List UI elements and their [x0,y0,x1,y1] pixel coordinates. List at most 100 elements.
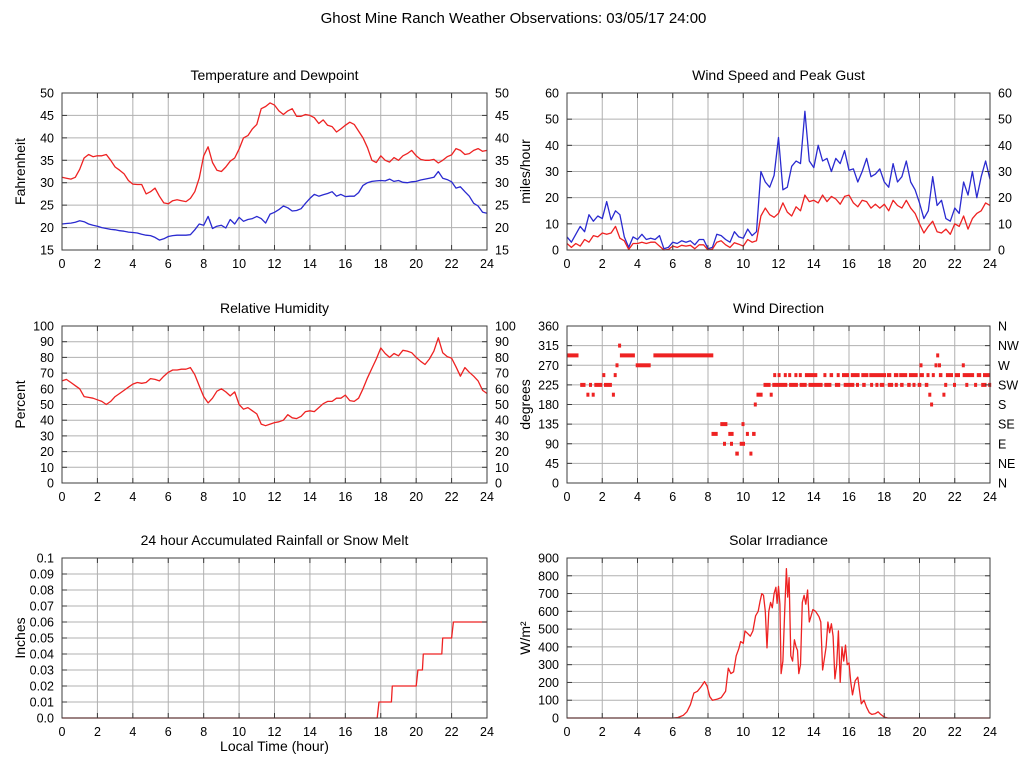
x-tick-label: 16 [338,490,352,504]
axes [566,92,991,251]
y-tick-label-right: 20 [495,445,509,459]
y-tick-label: 180 [538,398,559,412]
x-tick-label: 16 [842,490,856,504]
y-tick-label: 40 [40,414,54,428]
y-tick-label-right: 35 [495,154,509,168]
y-tick-label-right: 90 [495,335,509,349]
y-tick-label: 10 [545,217,559,231]
labels: 24 hour Accumulated Rainfall or Snow Mel… [12,532,494,754]
y-tick-label-right: 20 [998,191,1012,205]
compass-tick-label: NE [998,457,1015,471]
y-tick-label: 80 [40,351,54,365]
x-tick-label: 22 [948,725,962,739]
x-tick-label: 4 [129,257,136,271]
wind-direction-points [567,343,992,456]
y-tick-label: 225 [538,378,559,392]
x-tick-label: 6 [165,257,172,271]
x-tick-label: 4 [634,257,641,271]
x-tick-label: 20 [409,490,423,504]
x-tick-label: 12 [268,725,282,739]
x-tick-label: 18 [877,725,891,739]
y-tick-label: 900 [538,552,559,566]
y-tick-label: 15 [40,244,54,258]
y-axis-label: miles/hour [517,139,533,204]
y-tick-label-right: 30 [495,176,509,190]
x-tick-label: 10 [736,257,750,271]
grid [567,558,990,718]
y-tick-label: 0 [47,477,54,491]
y-tick-label: 30 [40,176,54,190]
y-axis-label: Inches [12,617,28,658]
x-tick-label: 20 [913,490,927,504]
compass-tick-label: NW [998,339,1019,353]
chart-title: Relative Humidity [220,300,329,316]
x-tick-label: 18 [374,257,388,271]
x-tick-label: 0 [59,725,66,739]
y-tick-label: 45 [545,457,559,471]
y-tick-label-right: 40 [998,139,1012,153]
y-tick-label: 60 [40,382,54,396]
x-tick-label: 24 [983,257,997,271]
x-tick-label: 14 [303,257,317,271]
y-tick-label: 0.05 [30,632,54,646]
y-tick-label-right: 70 [495,367,509,381]
y-tick-label: 45 [40,109,54,123]
x-tick-label: 18 [374,725,388,739]
y-tick-label: 40 [40,131,54,145]
y-tick-label: 300 [538,658,559,672]
x-tick-label: 14 [807,725,821,739]
y-tick-label: 25 [40,199,54,213]
x-tick-label: 12 [772,257,786,271]
y-tick-label: 700 [538,587,559,601]
x-tick-label: 14 [303,490,317,504]
y-tick-label: 0.06 [30,616,54,630]
y-tick-label: 10 [40,461,54,475]
x-tick-label: 24 [480,257,494,271]
y-tick-label: 90 [40,335,54,349]
x-tick-label: 16 [842,725,856,739]
y-tick-label: 400 [538,640,559,654]
y-tick-label: 360 [538,320,559,334]
y-tick-label: 0 [552,244,559,258]
x-tick-label: 16 [842,257,856,271]
x-tick-label: 0 [564,257,571,271]
x-tick-label: 24 [983,490,997,504]
y-tick-label-right: 100 [495,320,516,334]
x-tick-label: 22 [948,257,962,271]
x-tick-label: 10 [232,257,246,271]
y-tick-label: 600 [538,605,559,619]
y-tick-label: 315 [538,339,559,353]
y-tick-label: 270 [538,359,559,373]
y-tick-label: 20 [40,221,54,235]
x-tick-label: 10 [232,725,246,739]
y-tick-label-right: 25 [495,199,509,213]
x-tick-label: 8 [200,490,207,504]
x-tick-label: 22 [445,257,459,271]
y-tick-label-right: 20 [495,221,509,235]
y-tick-label: 70 [40,367,54,381]
compass-tick-label: SE [998,418,1015,432]
x-tick-label: 4 [129,725,136,739]
y-tick-label-right: 80 [495,351,509,365]
y-tick-label-right: 40 [495,131,509,145]
y-tick-label-right: 40 [495,414,509,428]
x-tick-label: 14 [303,725,317,739]
y-tick-label: 50 [545,113,559,127]
x-tick-label: 14 [807,257,821,271]
y-tick-label: 100 [538,694,559,708]
y-tick-label: 0.01 [30,696,54,710]
compass-tick-label: S [998,398,1006,412]
y-tick-label: 0.1 [37,552,54,566]
y-tick-label-right: 60 [998,87,1012,101]
compass-tick-label: N [998,477,1007,491]
y-tick-label: 800 [538,569,559,583]
chart-title: Temperature and Dewpoint [190,67,358,83]
x-tick-label: 16 [338,257,352,271]
x-tick-label: 4 [634,725,641,739]
